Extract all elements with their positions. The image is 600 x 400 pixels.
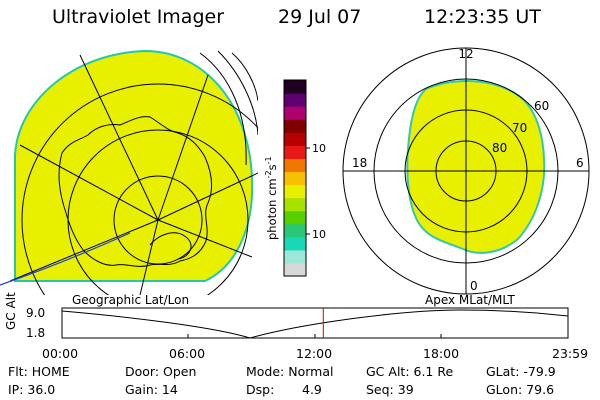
magnetic-polar-plot: 12 18 6 0 60 70 80 <box>342 47 590 295</box>
color-scale: 100 10 photon cm-2s-1 <box>264 79 326 277</box>
y-tick-label: 9.0 <box>26 306 46 320</box>
colorbar-segment <box>284 106 306 120</box>
colorbar-segment <box>284 80 306 94</box>
y-tick-label: 1.8 <box>26 326 46 340</box>
colorbar-unit-label: photon cm-2s-1 <box>264 156 279 240</box>
gc-alt-axis-label: GC Alt <box>4 292 18 330</box>
x-tick-label: 06:00 <box>169 346 206 361</box>
mlt-label-18: 18 <box>352 156 367 170</box>
dsp-status-value: 4.9 <box>302 382 322 397</box>
time-label: 12:23:35 UT <box>424 6 541 28</box>
colorbar-segment <box>284 249 306 264</box>
mlt-label-0: 0 <box>470 279 478 293</box>
gain-status: Gain: 14 <box>125 382 178 397</box>
lat-label-60: 60 <box>534 99 549 113</box>
gc-alt-status: GC Alt: 6.1 Re <box>366 364 454 379</box>
colorbar-stack <box>284 80 306 277</box>
x-tick-label: 18:00 <box>423 346 460 361</box>
lat-label-70: 70 <box>512 121 527 135</box>
date-label: 29 Jul 07 <box>278 6 362 28</box>
mlt-label-6: 6 <box>576 156 584 170</box>
mode-status: Mode: Normal <box>246 364 334 379</box>
glon-status: GLon: 79.6 <box>486 382 555 397</box>
colorbar-segment <box>284 184 306 199</box>
colorbar-segment <box>284 262 306 277</box>
door-status: Door: Open <box>125 364 197 379</box>
flight-status: Flt: HOME <box>8 364 70 379</box>
coastline <box>58 116 213 267</box>
colorbar-segment <box>284 223 306 238</box>
lat-label-80: 80 <box>492 141 507 155</box>
colorbar-segment <box>284 132 306 146</box>
colorbar-segment <box>284 210 306 225</box>
ip-status: IP: 36.0 <box>8 382 56 397</box>
geographic-map <box>0 49 258 295</box>
x-tick-label: 00:00 <box>42 346 79 361</box>
magnetic-emission-region <box>406 80 546 254</box>
geographic-caption: Geographic Lat/Lon <box>72 293 190 307</box>
altitude-curve <box>61 309 569 339</box>
geographic-emission-region <box>14 49 254 282</box>
dsp-status-label: Dsp: <box>246 382 275 397</box>
seq-status: Seq: 39 <box>366 382 414 397</box>
altitude-timeline <box>61 307 569 339</box>
magnetic-caption: Apex MLat/MLT <box>425 293 515 307</box>
instrument-title: Ultraviolet Imager <box>52 6 225 28</box>
x-tick-label: 12:00 <box>296 346 333 361</box>
colorbar-tick-label: 100 <box>312 142 326 155</box>
timeline-frame <box>61 307 569 339</box>
x-tick-label: 23:59 <box>552 346 589 361</box>
colorbar-frame <box>283 79 307 277</box>
mlt-label-12: 12 <box>458 47 473 61</box>
colorbar-segment <box>284 197 306 212</box>
colorbar-tick-label: 10 <box>312 228 326 241</box>
orbit-track <box>0 232 131 286</box>
glat-status: GLat: -79.9 <box>486 364 556 379</box>
colorbar-segment <box>284 158 306 173</box>
colorbar-segment <box>284 93 306 107</box>
colorbar-segment <box>284 145 306 159</box>
colorbar-segment <box>284 171 306 186</box>
colorbar-segment <box>284 236 306 251</box>
colorbar-segment <box>284 119 306 133</box>
